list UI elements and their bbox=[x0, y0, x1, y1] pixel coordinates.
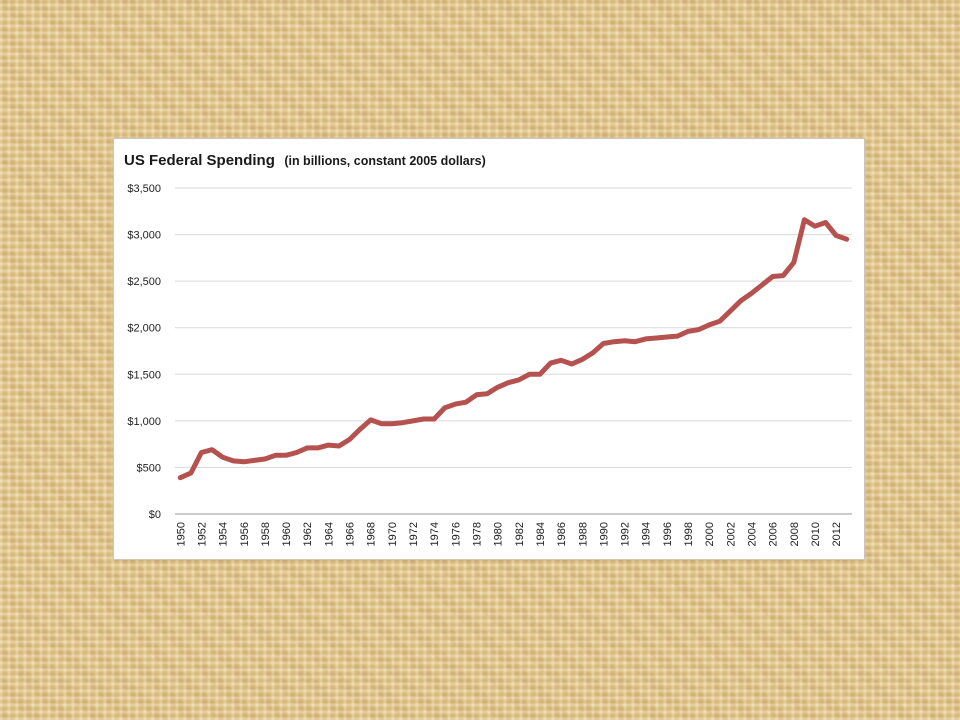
y-tick-label: $3,500 bbox=[127, 183, 161, 195]
line-chart: US Federal Spending (in billions, consta… bbox=[124, 152, 852, 546]
x-tick-label: 1984 bbox=[535, 522, 547, 546]
x-tick-label: 1968 bbox=[366, 522, 378, 546]
x-tick-label: 2008 bbox=[789, 522, 801, 546]
gridlines bbox=[175, 187, 852, 468]
x-tick-label: 1996 bbox=[662, 522, 674, 546]
x-tick-label: 1956 bbox=[239, 522, 251, 546]
x-tick-label: 1980 bbox=[493, 522, 505, 546]
x-tick-label: 2006 bbox=[768, 522, 780, 546]
x-tick-label: 1986 bbox=[556, 522, 568, 546]
series-line bbox=[177, 217, 850, 481]
y-axis-labels: $0 $500 $1,000 $1,500 $2,000 $2,500 $3,000 $3,5… bbox=[127, 183, 161, 521]
x-tick-label: 2010 bbox=[810, 522, 822, 546]
x-tick-label: 1976 bbox=[450, 522, 462, 546]
x-tick-label: 1962 bbox=[302, 522, 314, 546]
y-tick-label: $2,000 bbox=[127, 323, 161, 335]
x-tick-label: 2012 bbox=[831, 522, 843, 546]
chart-title-main: US Federal Spending bbox=[124, 152, 275, 169]
x-tick-label: 1958 bbox=[260, 522, 272, 546]
x-tick-label: 1998 bbox=[683, 522, 695, 546]
x-tick-label: 1950 bbox=[175, 522, 187, 546]
x-axis-labels: 1950 1952 1954 1956 1958 1960 1962 1964 1966 1968… bbox=[175, 522, 843, 546]
x-tick-label: 1982 bbox=[514, 522, 526, 546]
x-tick-label: 2002 bbox=[725, 522, 737, 546]
x-tick-label: 1966 bbox=[345, 522, 357, 546]
x-tick-label: 1972 bbox=[408, 522, 420, 546]
chart-title: US Federal Spending (in billions, consta… bbox=[124, 152, 486, 169]
x-tick-label: 2004 bbox=[747, 522, 759, 546]
x-tick-label: 1960 bbox=[281, 522, 293, 546]
x-tick-label: 2000 bbox=[704, 522, 716, 546]
x-tick-label: 1990 bbox=[598, 522, 610, 546]
y-tick-label: $2,500 bbox=[127, 276, 161, 288]
x-tick-label: 1952 bbox=[196, 522, 208, 546]
x-tick-label: 1954 bbox=[218, 522, 230, 546]
y-tick-label: $1,000 bbox=[127, 416, 161, 428]
y-tick-label: $500 bbox=[137, 462, 161, 474]
x-tick-label: 1974 bbox=[429, 522, 441, 546]
x-tick-label: 1964 bbox=[323, 522, 335, 546]
y-tick-label: $3,000 bbox=[127, 230, 161, 242]
x-tick-label: 1978 bbox=[471, 522, 483, 546]
x-tick-label: 1988 bbox=[577, 522, 589, 546]
y-tick-label: $1,500 bbox=[127, 369, 161, 381]
x-tick-label: 1970 bbox=[387, 522, 399, 546]
x-tick-label: 1994 bbox=[641, 522, 653, 546]
chart-card: US Federal Spending (in billions, consta… bbox=[113, 138, 865, 560]
chart-subtitle: (in billions, constant 2005 dollars) bbox=[284, 154, 485, 168]
y-tick-label: $0 bbox=[149, 509, 161, 521]
x-tick-label: 1992 bbox=[620, 522, 632, 546]
